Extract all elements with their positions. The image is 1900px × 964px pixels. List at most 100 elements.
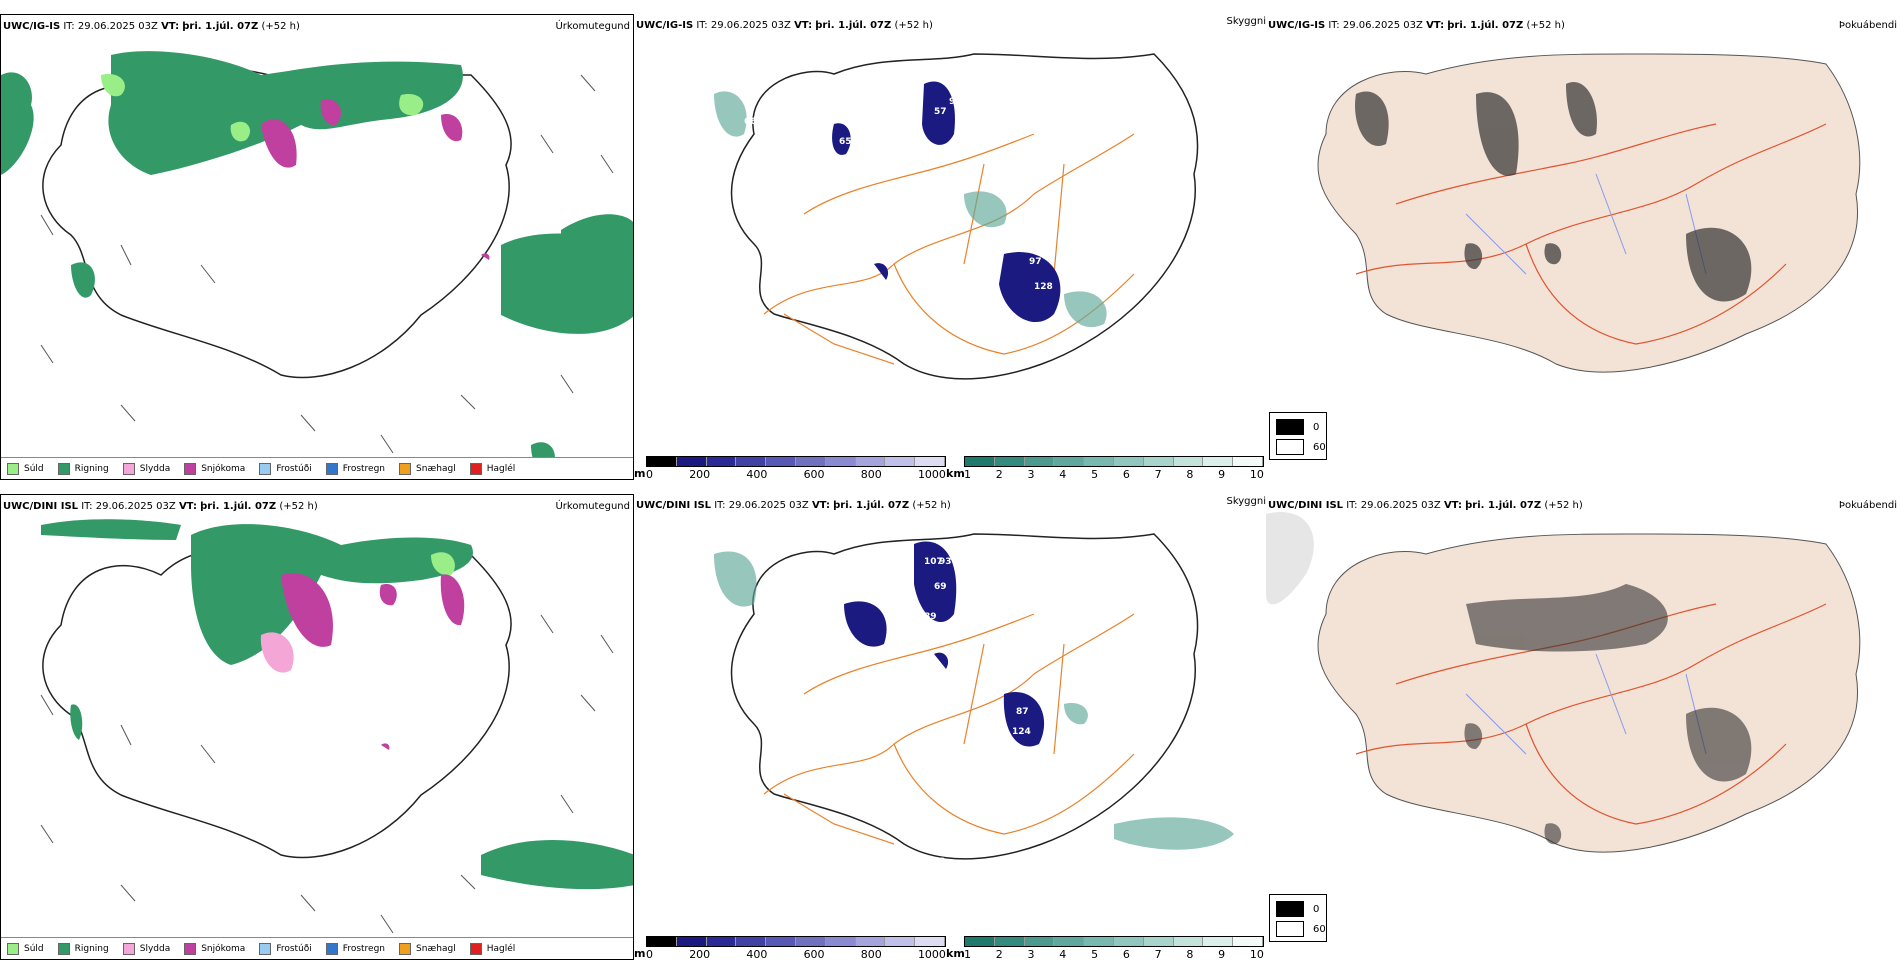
init-time: 29.06.2025 03Z (728, 500, 809, 511)
tick-label: 9 (1218, 468, 1226, 481)
lead-time: (+52 h) (261, 21, 300, 32)
it-label: IT: (63, 21, 75, 32)
tick-label: 4 (1059, 468, 1067, 481)
fog-index-panel-top: UWC/IG-IS IT: 29.06.2025 03Z VT: þri. 1.… (1266, 14, 1900, 484)
tick-label: 2 (995, 468, 1003, 481)
ceiling-label: 93 (939, 557, 952, 567)
panel-title: Úrkomutegund (555, 21, 630, 32)
tick-label: 3 (1027, 468, 1035, 481)
wind-barbs (40, 614, 614, 934)
model-name: UWC/DINI ISL (636, 500, 712, 511)
ceiling-colorbar-bar (646, 456, 946, 467)
legend-item: Haglél (469, 942, 515, 955)
valid-time: þri. 1.júl. 07Z (1447, 20, 1524, 31)
tick-label: 5 (1091, 468, 1099, 481)
road-network (763, 133, 1135, 365)
tick-label: 800 (860, 468, 882, 481)
legend-swatch (7, 942, 19, 955)
panel-header: UWC/DINI ISL IT: 29.06.2025 03Z VT: þri.… (636, 500, 951, 511)
legend-swatch (1276, 901, 1304, 917)
legend-item: Frostregn (325, 462, 386, 475)
model-name: UWC/IG-IS (636, 20, 694, 31)
ceiling-labels: 107 93 69 89 130 207 124 87 116 65 (774, 547, 1103, 867)
ceiling-label: 116 (926, 857, 945, 867)
it-label: IT: (696, 20, 708, 31)
rain-areas (41, 519, 633, 890)
ceiling-label: 57 (934, 107, 947, 117)
legend-item: Slydda (122, 462, 170, 475)
low-ceiling-areas (832, 81, 1061, 323)
tick-label: 0 (646, 468, 653, 481)
legend-swatch (122, 942, 135, 955)
it-label: IT: (1346, 500, 1358, 511)
it-label: IT: (81, 501, 93, 512)
low-visibility-areas (714, 91, 1107, 328)
tick-label: 10 (1249, 468, 1264, 481)
legend-label: Snæhagl (416, 943, 456, 954)
iceland-coastline (730, 53, 1199, 380)
legend-item: Snjókoma (184, 462, 246, 475)
panel-title: Úrkomutegund (555, 501, 630, 512)
ceiling-label: 69 (934, 582, 947, 592)
fog-offshore-west (1266, 512, 1314, 605)
panel-title: Þokuábendi (1838, 500, 1897, 511)
legend-item: Rigning (57, 462, 109, 475)
visibility-colorbar: 1 2 3 4 5 6 7 8 9 10 (964, 936, 1264, 962)
legend-swatch (1276, 419, 1304, 435)
legend-label: Snjókoma (201, 943, 246, 954)
panel-header: UWC/DINI ISL IT: 29.06.2025 03Z VT: þri.… (1268, 500, 1583, 511)
ceiling-label: 207 (1084, 577, 1103, 587)
legend-label: Frostregn (342, 463, 386, 474)
legend-item: Snæhagl (399, 462, 456, 475)
ceiling-label: 65 (839, 137, 852, 147)
lead-time: (+52 h) (1526, 20, 1565, 31)
fog-index-panel-bottom: UWC/DINI ISL IT: 29.06.2025 03Z VT: þri.… (1266, 494, 1900, 964)
legend-swatch (184, 462, 197, 475)
valid-time: þri. 1.júl. 07Z (1465, 500, 1542, 511)
precip-type-map (1, 51, 633, 472)
legend-label: 60 (1313, 923, 1326, 935)
legend-label: Frostúði (276, 943, 312, 954)
snow-areas (261, 99, 490, 260)
legend-label: 0 (1313, 421, 1320, 433)
legend-label: Slydda (139, 943, 171, 954)
tick-label: 8 (1186, 468, 1194, 481)
ceiling-label: 66 (744, 117, 757, 127)
ceiling-colorbar: 0 200 400 600 800 1000 (646, 936, 946, 962)
low-ceiling-areas (844, 541, 1045, 747)
legend-label: 0 (1313, 903, 1320, 915)
precip-type-map (40, 519, 633, 934)
panel-title: Skyggni (1226, 16, 1266, 27)
panel-header: UWC/DINI ISL IT: 29.06.2025 03Z VT: þri.… (3, 501, 318, 512)
ceiling-colorbar-bar (646, 936, 946, 947)
legend-label: Snjókoma (201, 463, 246, 474)
visibility-colorbar-bar (964, 936, 1264, 947)
fog-legend: 0 60 (1269, 412, 1327, 460)
model-name: UWC/DINI ISL (3, 501, 79, 512)
valid-time: þri. 1.júl. 07Z (200, 501, 277, 512)
drizzle-areas (431, 552, 455, 576)
legend-swatch (7, 462, 19, 475)
legend-item: Snæhagl (399, 942, 456, 955)
panel-title: Þokuábendi (1838, 20, 1897, 31)
precip-type-legend: Súld Rigning Slydda Snjókoma Frostúði Fr… (1, 937, 633, 959)
legend-label: Súld (24, 943, 44, 954)
vt-label: VT: (1443, 500, 1462, 511)
legend-item: Haglél (469, 462, 516, 475)
ceiling-label: 128 (1034, 282, 1053, 292)
legend-swatch (1276, 439, 1304, 455)
legend-swatch (469, 462, 482, 475)
ceiling-labels: 57 93 65 66 86 80 78 110 128 93 97 (744, 97, 1103, 292)
rain-areas (1, 51, 633, 472)
ceiling-label: 86 (952, 137, 965, 147)
legend-item: Slydda (122, 942, 171, 955)
ceiling-label: 89 (924, 612, 937, 622)
legend-label: Rigning (74, 463, 109, 474)
legend-label: Haglél (486, 463, 516, 474)
visibility-unit: km (946, 467, 965, 480)
legend-item: Snjókoma (184, 942, 246, 955)
ceiling-label: 124 (1012, 727, 1031, 737)
legend-label: Rigning (74, 943, 109, 954)
legend-swatch (1276, 921, 1304, 937)
lead-time: (+52 h) (1544, 500, 1583, 511)
